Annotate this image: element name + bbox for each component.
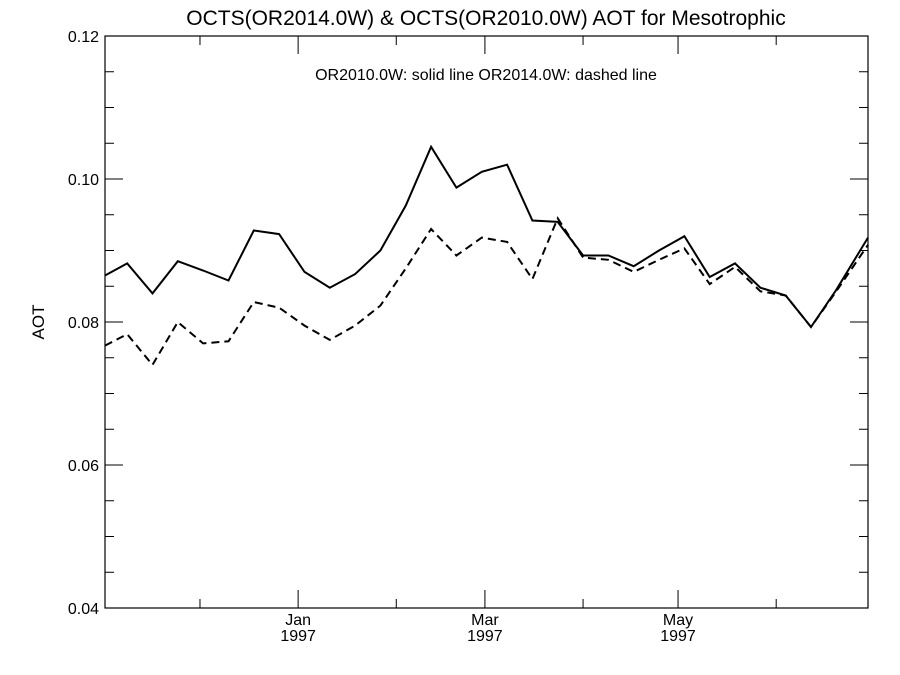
- chart-title: OCTS(OR2014.0W) & OCTS(OR2010.0W) AOT fo…: [186, 7, 785, 30]
- plot-frame: [104, 35, 869, 609]
- y-tick-label: 0.04: [68, 601, 99, 618]
- y-tick-label: 0.06: [68, 458, 99, 475]
- y-axis-label: AOT: [29, 305, 48, 340]
- x-tick-label-month: May: [663, 612, 693, 629]
- y-tick-label: 0.10: [68, 172, 99, 189]
- x-tick-label-year: 1997: [660, 628, 696, 645]
- x-tick-label-year: 1997: [467, 628, 503, 645]
- x-tick-label-month: Mar: [471, 612, 499, 629]
- series-layer: [104, 144, 869, 367]
- series-line-or2010-0w: [104, 144, 869, 329]
- x-tick-label-month: Jan: [285, 612, 311, 629]
- y-tick-label: 0.08: [68, 315, 99, 332]
- series-line-or2014-0w: [104, 216, 869, 367]
- series-style-note: OR2010.0W: solid line OR2014.0W: dashed …: [315, 67, 657, 84]
- axis-ticks: 0.040.060.080.100.12Jan1997Mar1997May199…: [68, 29, 868, 645]
- y-tick-label: 0.12: [68, 29, 99, 46]
- x-tick-label-year: 1997: [280, 628, 316, 645]
